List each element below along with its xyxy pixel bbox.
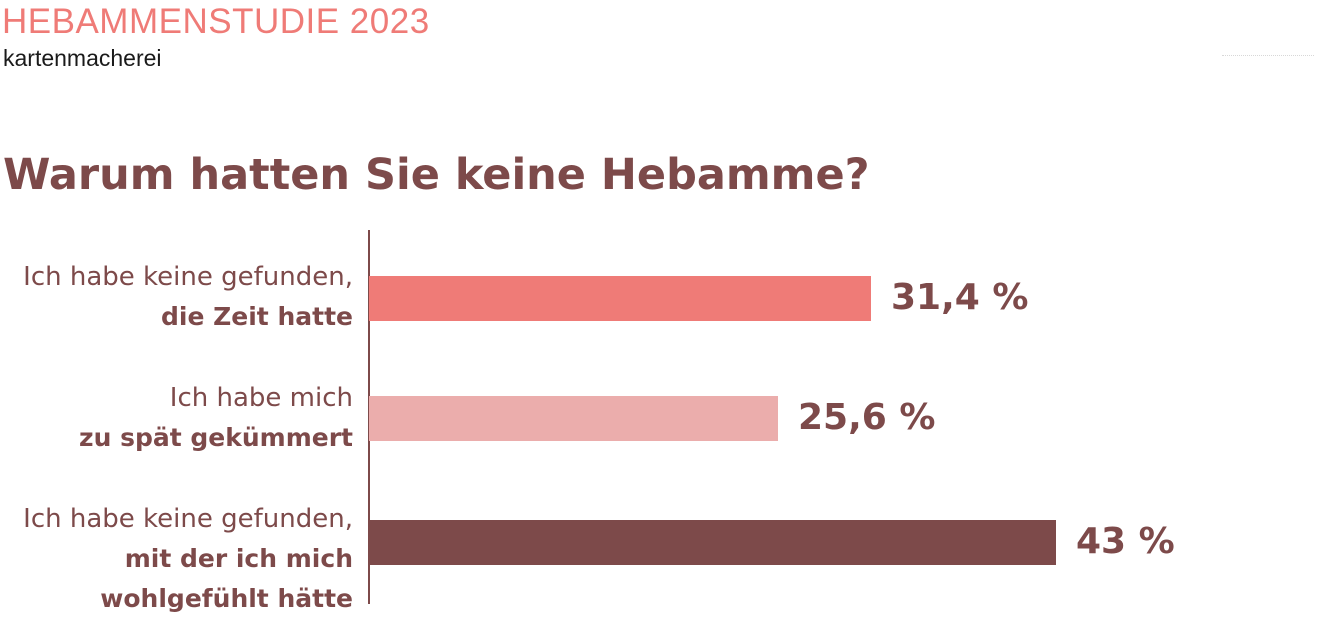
chart-title: Warum hatten Sie keine Hebamme? bbox=[3, 150, 870, 200]
bar bbox=[369, 396, 778, 441]
category-label-line: die Zeit hatte bbox=[161, 302, 353, 331]
category-label-line: Ich habe keine gefunden, bbox=[23, 504, 353, 534]
value-label: 25,6 % bbox=[798, 397, 936, 438]
category-label-line: zu spät gekümmert bbox=[79, 423, 353, 452]
category-label: Ich habe mich zu spät gekümmert bbox=[79, 378, 353, 458]
study-title: HEBAMMENSTUDIE 2023 bbox=[2, 2, 430, 41]
bar bbox=[369, 520, 1056, 565]
category-label: Ich habe keine gefunden, die Zeit hatte bbox=[23, 257, 353, 337]
bar bbox=[369, 276, 871, 321]
category-label-line: Ich habe keine gefunden, bbox=[23, 262, 353, 292]
category-label: Ich habe keine gefunden, mit der ich mich… bbox=[23, 499, 353, 619]
value-label: 31,4 % bbox=[891, 277, 1029, 318]
category-label-line: Ich habe mich bbox=[169, 383, 353, 413]
category-label-line: mit der ich mich bbox=[124, 544, 353, 573]
header-divider bbox=[1222, 55, 1314, 56]
value-label: 43 % bbox=[1076, 521, 1175, 562]
brand-name: kartenmacherei bbox=[3, 45, 162, 71]
category-label-line: wohlgefühlt hätte bbox=[100, 584, 353, 613]
